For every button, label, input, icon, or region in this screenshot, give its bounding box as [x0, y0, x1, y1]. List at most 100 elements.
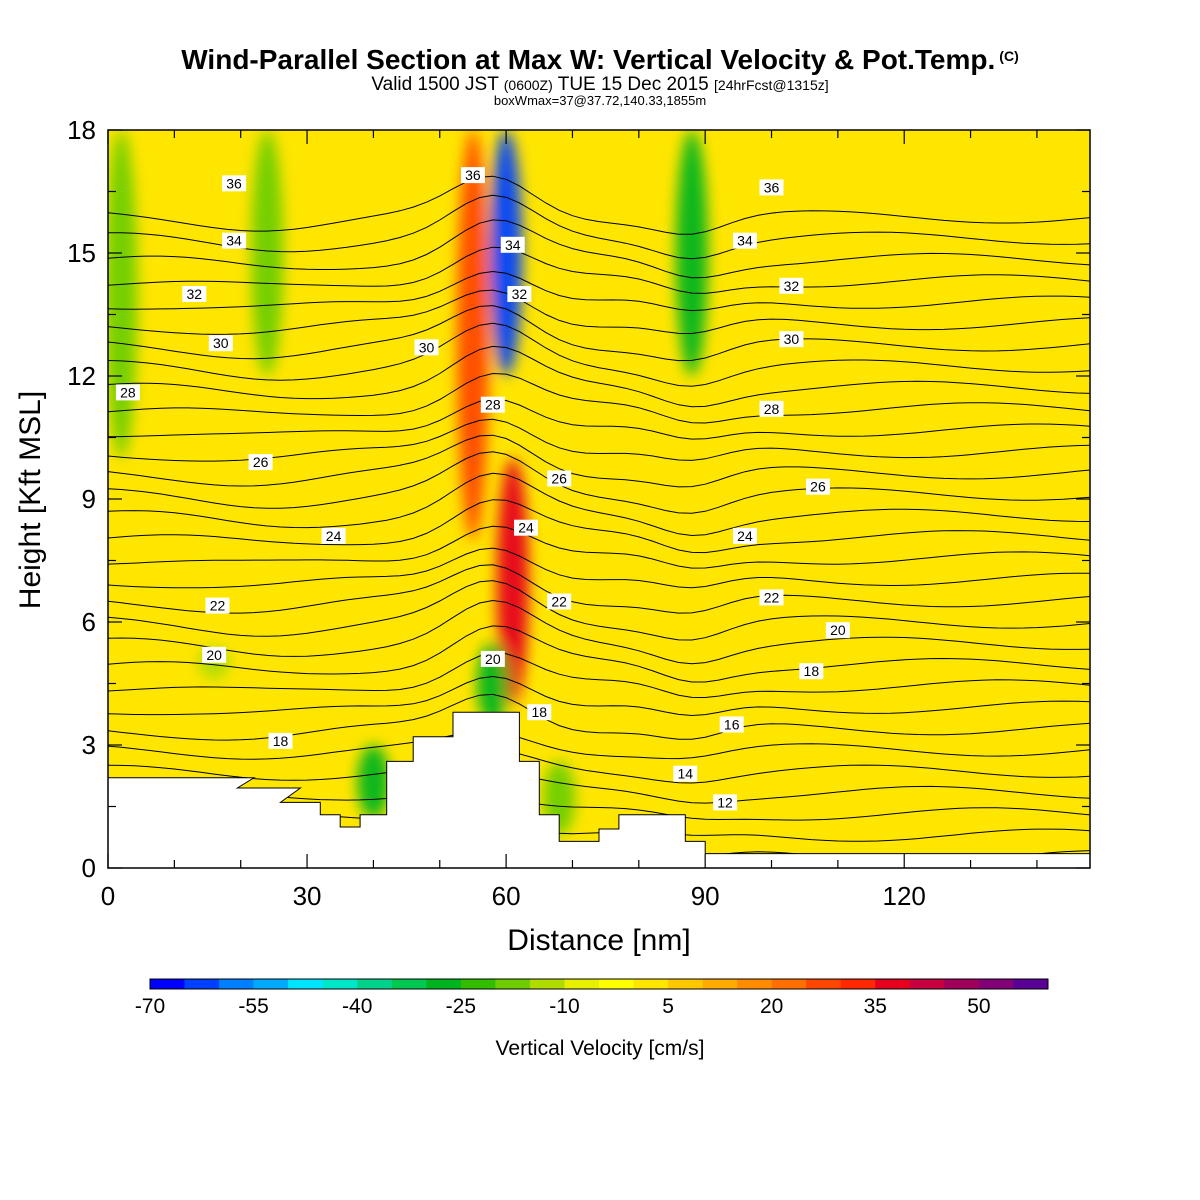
colorbar-swatch [633, 979, 669, 989]
theta-label-16: 24 [514, 519, 539, 536]
theta-label-text: 24 [326, 528, 342, 544]
colorbar-tick-label: -40 [342, 995, 372, 1018]
theta-label-text: 36 [764, 179, 780, 195]
x-tick-label: 90 [691, 881, 720, 911]
theta-label-box [779, 331, 804, 348]
theta-label-box [527, 704, 552, 721]
theta-label-text: 20 [206, 647, 222, 663]
theta-label-10: 30 [414, 339, 439, 356]
w-feature-0 [108, 130, 138, 458]
theta-label-text: 26 [551, 471, 567, 487]
theta-label-box [205, 597, 230, 614]
colorbar-swatch [184, 979, 220, 989]
theta-contour-23 [108, 547, 1090, 589]
theta-label-box [182, 286, 207, 302]
w-feature-7 [675, 130, 708, 376]
colorbar-swatch [460, 979, 496, 989]
theta-contour-26 [108, 472, 1090, 537]
theta-contour-36 [108, 270, 1090, 312]
theta-label-text: 32 [186, 286, 202, 302]
y-axis-label: Height [Kft MSL] [14, 391, 47, 609]
theta-contour-22 [108, 564, 1090, 614]
theta-label-text: 20 [830, 622, 846, 638]
theta-label-32: 18 [799, 663, 824, 680]
theta-label-31: 20 [825, 622, 850, 639]
theta-label-2: 32 [182, 286, 207, 302]
theta-label-1: 34 [222, 232, 247, 249]
theta-label-box [805, 478, 830, 495]
w-feature-4 [490, 130, 523, 376]
theta-label-box [507, 286, 532, 302]
theta-label-text: 30 [419, 339, 435, 355]
theta-label-22: 16 [719, 716, 744, 733]
x-tick-label: 120 [883, 881, 926, 911]
colorbar-tick-label: 5 [662, 995, 674, 1018]
colorbar-swatch [1013, 979, 1049, 989]
theta-contour-33 [108, 322, 1090, 387]
theta-contour-14 [108, 749, 1090, 784]
theta-label-text: 24 [737, 528, 753, 544]
theta-label-13: 32 [507, 286, 532, 302]
subtitle-valid: Valid 1500 JST [371, 74, 499, 95]
theta-contour-27 [108, 451, 1090, 514]
theta-contour-19 [108, 625, 1090, 683]
theta-label-box [719, 716, 744, 733]
theta-contour-40 [108, 175, 1090, 235]
w-feature-5 [496, 458, 529, 704]
theta-label-text: 18 [804, 663, 820, 679]
theta-label-box [202, 646, 227, 663]
theta-contour-38 [108, 219, 1090, 279]
theta-label-box [547, 593, 572, 610]
theta-label-24: 34 [732, 232, 757, 249]
theta-label-text: 16 [724, 717, 740, 733]
theta-label-box [222, 175, 247, 192]
colorbar-swatch [219, 979, 254, 989]
theta-label-21: 12 [713, 794, 738, 811]
theta-contour-18 [108, 652, 1090, 699]
theta-label-box [222, 232, 247, 249]
theta-label-26: 30 [779, 331, 804, 348]
x-tick-label: 30 [293, 881, 322, 911]
theta-label-text: 28 [485, 397, 501, 413]
theta-label-box [779, 277, 804, 294]
colorbar: -70 -55 -40 -25 -10 5 20 35 50 [135, 978, 1049, 1018]
theta-label-29: 24 [732, 527, 757, 544]
theta-label-15: 26 [547, 470, 572, 487]
theta-label-28: 26 [805, 478, 830, 495]
theta-contour-24 [108, 525, 1090, 569]
colorbar-tick-label: 35 [864, 995, 887, 1018]
theta-label-text: 32 [784, 278, 800, 294]
theta-label-11: 36 [460, 167, 485, 184]
theta-contour-39 [108, 194, 1090, 260]
x-axis-label: Distance [nm] [507, 924, 690, 957]
colorbar-swatch [978, 979, 1014, 989]
theta-label-17: 22 [547, 593, 572, 610]
theta-label-text: 36 [226, 175, 242, 191]
subtitle-zulu: (0600Z) [503, 77, 553, 93]
theta-label-box [759, 400, 784, 417]
theta-contour-21 [108, 580, 1090, 641]
colorbar-swatch [599, 979, 634, 989]
colorbar-label: Vertical Velocity [cm/s] [495, 1037, 705, 1060]
theta-label-box [321, 527, 346, 544]
colorbar-swatch [875, 979, 911, 989]
theta-label-23: 36 [759, 179, 784, 196]
theta-label-text: 18 [531, 704, 547, 720]
colorbar-swatch [737, 979, 772, 989]
colorbar-frame [149, 978, 1049, 990]
theta-label-box [480, 650, 505, 667]
theta-labels: 36 34 32 30 28 26 24 22 20 18 30 36 34 32 28 26 24 22 20 18… [115, 167, 850, 811]
colorbar-tick-label: 20 [760, 995, 783, 1018]
box-wmax-text: boxWmax=37@37.72,140.33,1855m [493, 93, 707, 108]
theta-label-box [759, 589, 784, 606]
theta-label-text: 34 [737, 233, 753, 249]
y-tick-label: 12 [67, 361, 96, 391]
copyright-mark: (C) [999, 48, 1019, 64]
theta-label-8: 20 [202, 646, 227, 663]
theta-label-box [713, 794, 738, 811]
colorbar-swatch [253, 979, 289, 989]
subtitle-date: TUE 15 Dec 2015 [557, 74, 709, 95]
theta-label-text: 22 [210, 598, 226, 614]
theta-contour-8 [108, 879, 1090, 911]
